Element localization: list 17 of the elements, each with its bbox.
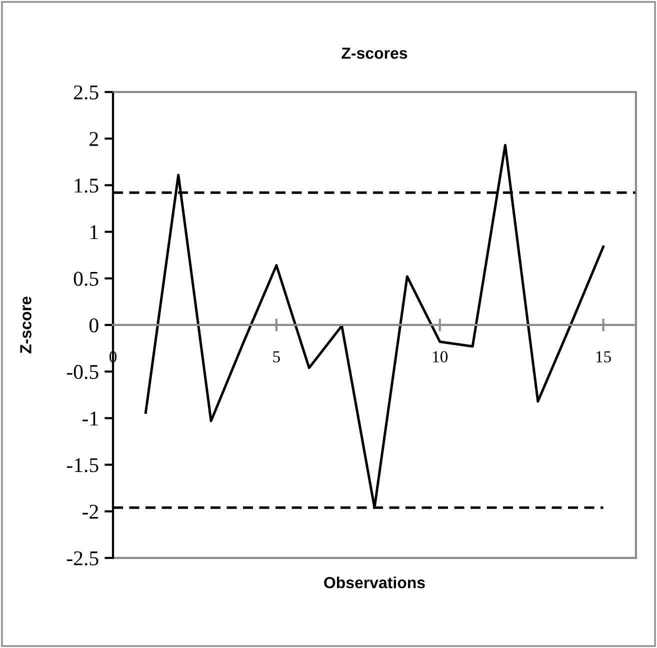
y-tick-label: 1 (90, 225, 98, 240)
y-tick-label: -0.5 (66, 364, 98, 380)
y-tick-label: -2.5 (66, 551, 98, 566)
y-tick-label: -2 (82, 504, 98, 519)
y-axis-title: Z-score (20, 296, 32, 354)
x-tick-label: 15 (596, 351, 611, 362)
y-tick-label: 0 (89, 318, 98, 332)
chart-title: Z-scores (342, 48, 408, 59)
y-tick-label: 2 (90, 132, 98, 146)
y-tick-label: -1 (82, 412, 98, 426)
x-tick-label: 10 (432, 351, 448, 362)
y-tick-label: 0.5 (74, 272, 98, 286)
x-axis-title: Observations (324, 576, 425, 588)
y-tick-label: -1.5 (66, 458, 98, 472)
y-tick-label: 1.5 (74, 178, 98, 193)
x-tick-label: 5 (273, 351, 280, 362)
y-tick-label: 2.5 (74, 85, 98, 100)
